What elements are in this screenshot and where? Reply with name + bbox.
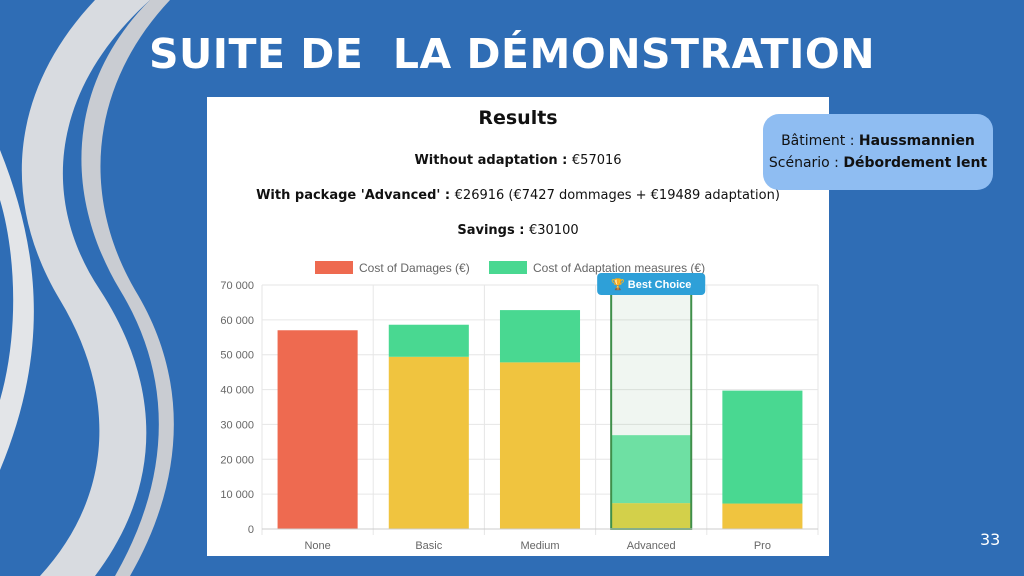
- y-tick-label: 40 000: [220, 385, 254, 397]
- results-title: Results: [478, 107, 558, 129]
- x-tick-label: Advanced: [627, 540, 676, 552]
- y-tick-label: 20 000: [220, 454, 254, 466]
- building-row: Bâtiment : Haussmannien: [763, 130, 993, 152]
- with-package-line: With package 'Advanced' : €26916 (€7427 …: [207, 188, 829, 203]
- scenario-label: Scénario :: [768, 155, 844, 171]
- with-package-label: With package 'Advanced' :: [256, 188, 455, 203]
- legend-swatch-damages: [315, 261, 353, 274]
- bar-medium-adaptation: [499, 310, 581, 363]
- legend-label-adaptation: Cost of Adaptation measures (€): [533, 261, 705, 275]
- y-tick-label: 30 000: [220, 419, 254, 431]
- bar-pro-adaptation: [722, 390, 803, 504]
- legend-label-damages: Cost of Damages (€): [359, 261, 470, 275]
- best-choice-highlight: [610, 284, 693, 530]
- decorative-swirl: [0, 0, 174, 576]
- y-tick-label: 0: [248, 524, 254, 536]
- x-tick-label: Basic: [415, 540, 442, 552]
- bar-basic-damages: [388, 356, 469, 529]
- bar-pro-damages: [722, 503, 803, 529]
- building-value: Haussmannien: [858, 133, 975, 149]
- x-tick-label: Medium: [520, 540, 559, 552]
- with-package-value: €26916 (€7427 dommages + €19489 adaptati…: [454, 188, 780, 203]
- bar-none-damages: [277, 330, 358, 529]
- results-panel: Results Without adaptation : €57016 With…: [207, 97, 829, 556]
- bar-medium-damages: [499, 362, 581, 529]
- x-tick-label: Pro: [754, 540, 771, 552]
- slide-title: SUITE DE LA DÉMONSTRATION: [148, 30, 876, 78]
- y-tick-label: 50 000: [220, 350, 254, 362]
- building-label: Bâtiment :: [781, 133, 859, 149]
- without-adaptation-line: Without adaptation : €57016: [207, 153, 829, 168]
- savings-label: Savings :: [457, 223, 529, 238]
- scenario-row: Scénario : Débordement lent: [763, 152, 993, 174]
- scenario-value: Débordement lent: [843, 155, 988, 171]
- page-number: 33: [980, 530, 1001, 549]
- best-choice-badge-label: 🏆 Best Choice: [611, 278, 691, 291]
- savings-value: €30100: [528, 223, 579, 238]
- y-tick-label: 60 000: [220, 315, 254, 327]
- cost-chart: Cost of Damages (€) Cost of Adaptation me…: [220, 261, 819, 552]
- without-adaptation-value: €57016: [571, 153, 622, 168]
- bar-advanced-damages: [611, 503, 692, 529]
- bar-basic-adaptation: [388, 324, 469, 357]
- y-tick-label: 70 000: [220, 280, 254, 292]
- savings-line: Savings : €30100: [207, 223, 829, 238]
- scenario-info-box: Bâtiment : Haussmannien Scénario : Débor…: [763, 114, 993, 190]
- without-adaptation-label: Without adaptation :: [414, 153, 572, 168]
- best-choice-badge: [597, 273, 706, 295]
- x-tick-label: None: [304, 540, 330, 552]
- bar-advanced-adaptation: [611, 435, 692, 504]
- legend-swatch-adaptation: [489, 261, 527, 274]
- y-tick-label: 10 000: [220, 489, 254, 501]
